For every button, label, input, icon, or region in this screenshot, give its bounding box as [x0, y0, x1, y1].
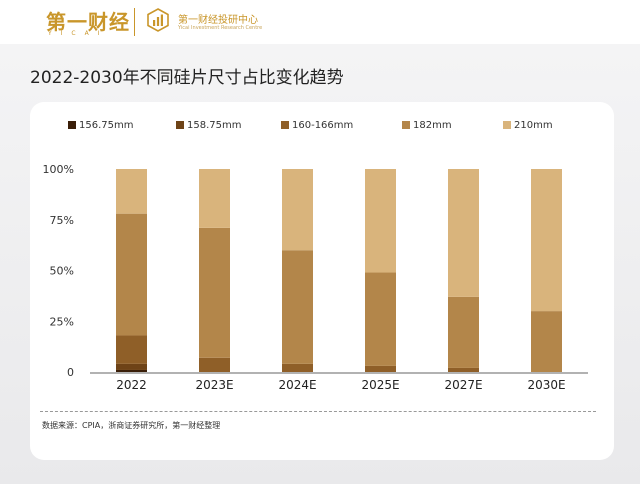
- data-source-note: 数据来源：CPIA，浙商证券研究所，第一财经整理: [42, 421, 221, 430]
- bar-segment: [365, 365, 396, 372]
- bar-segment: [116, 169, 147, 214]
- bar-segment: [282, 250, 313, 364]
- legend-item: 182mm: [402, 120, 452, 131]
- y-tick-label: 25%: [50, 315, 74, 328]
- bar-segment: [199, 169, 230, 228]
- bar-segment: [116, 369, 147, 372]
- bar-segment: [282, 363, 313, 372]
- yicai-logo-sub: YICAI: [48, 30, 109, 37]
- dashed-divider: [40, 411, 596, 412]
- y-tick-label: 100%: [43, 163, 74, 176]
- y-tick-label: 50%: [50, 265, 74, 278]
- legend-label: 160-166mm: [292, 120, 354, 131]
- legend-swatch: [281, 121, 289, 129]
- bar-segment: [116, 335, 147, 364]
- legend-label: 182mm: [413, 120, 452, 131]
- bar-segment: [531, 169, 562, 312]
- bar-segment: [531, 311, 562, 372]
- bar-segment: [199, 357, 230, 372]
- bar-segment: [282, 169, 313, 251]
- y-tick-label: 75%: [50, 214, 74, 227]
- legend-label: 210mm: [514, 120, 553, 131]
- institute-name: 第一财经投研中心: [178, 15, 258, 26]
- x-tick-label: 2027E: [444, 378, 482, 392]
- institute-name-en: Yicai Investment Research Centre: [178, 25, 263, 31]
- legend-label: 156.75mm: [79, 120, 134, 131]
- institute-badge-icon: [147, 8, 169, 32]
- y-tick-label: 0: [67, 366, 74, 379]
- legend-label: 158.75mm: [187, 120, 242, 131]
- legend-item: 160-166mm: [281, 120, 353, 131]
- x-tick-label: 2030E: [527, 378, 565, 392]
- x-tick-label: 2023E: [195, 378, 233, 392]
- bar-segment: [116, 213, 147, 336]
- legend-swatch: [503, 121, 511, 129]
- bar-segment: [448, 367, 479, 372]
- legend-swatch: [176, 121, 184, 129]
- header-bar: 第一财经 YICAI 第一财经投研中心 Yicai Investment Res…: [0, 0, 640, 44]
- bar-segment: [365, 169, 396, 273]
- x-tick-label: 2024E: [278, 378, 316, 392]
- legend-swatch: [68, 121, 76, 129]
- legend-item: 156.75mm: [68, 120, 133, 131]
- x-tick-label: 2025E: [361, 378, 399, 392]
- yicai-logo: 第一财经: [46, 10, 130, 34]
- legend-swatch: [402, 121, 410, 129]
- bar-segment: [448, 296, 479, 368]
- bar-segment: [448, 169, 479, 297]
- logo-divider: [134, 8, 135, 36]
- legend-item: 210mm: [503, 120, 553, 131]
- chart-title: 2022-2030年不同硅片尺寸占比变化趋势: [30, 68, 344, 88]
- bar-segment: [116, 363, 147, 370]
- bar-segment: [365, 272, 396, 366]
- bar-segment: [199, 227, 230, 358]
- x-tick-label: 2022: [116, 378, 147, 392]
- legend-item: 158.75mm: [176, 120, 241, 131]
